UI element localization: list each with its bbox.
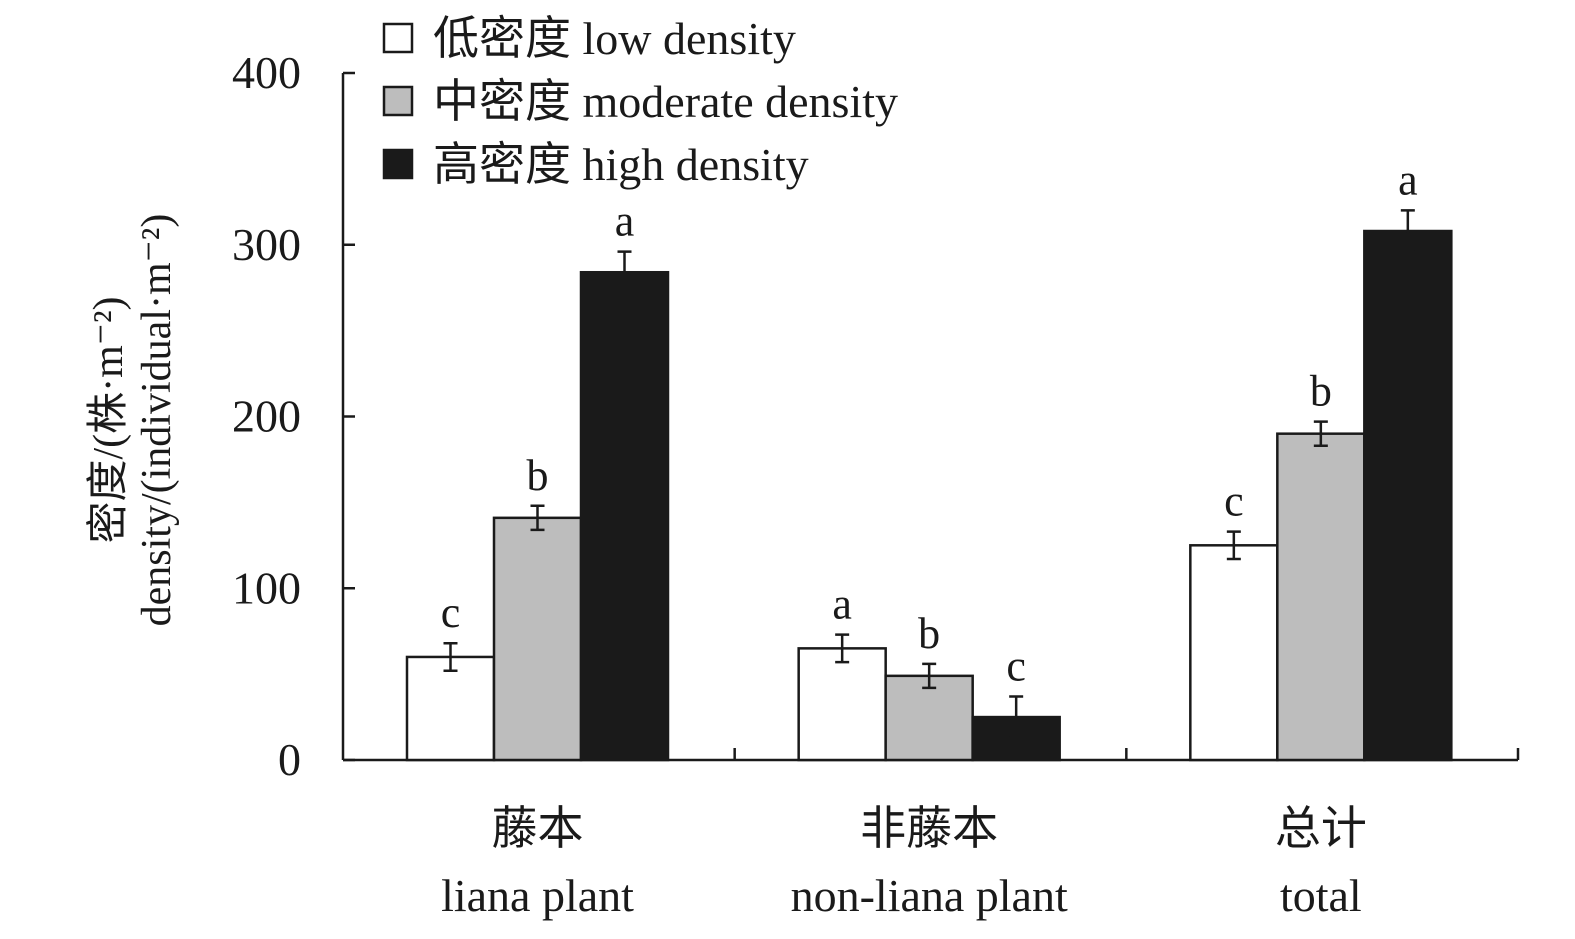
error-bars	[443, 209, 1415, 739]
y-axis-title-cn: 密度/(株·m⁻²)	[85, 296, 132, 543]
bar	[579, 270, 670, 762]
x-category-label-cn: 非藤本	[860, 803, 998, 854]
legend: 低密度 low density 中密度 moderate density 高密度 h…	[382, 13, 898, 190]
y-tick-label: 300	[232, 219, 301, 270]
significance-label: c	[1224, 477, 1244, 526]
y-tick-label: 100	[232, 562, 301, 613]
legend-swatch	[382, 85, 414, 117]
legend-label: 高密度 high density	[433, 139, 809, 190]
error-bar	[1009, 695, 1024, 739]
error-bar	[443, 641, 458, 672]
x-axis-categories: 藤本 liana plant 非藤本 non-liana plant 总计 total	[441, 803, 1367, 921]
y-tick-label: 400	[232, 47, 301, 98]
bar	[492, 516, 583, 762]
legend-swatch	[382, 148, 414, 180]
significance-label: b	[918, 609, 940, 658]
bar	[405, 655, 496, 762]
y-axis-title-en: density/(individual·m⁻²)	[134, 214, 180, 627]
legend-label: 中密度 moderate density	[433, 76, 898, 127]
significance-labels: c b a a b c c b a	[441, 155, 1418, 690]
x-category-label-cn: 总计	[1275, 803, 1367, 854]
significance-label: c	[1006, 641, 1026, 690]
significance-label: a	[832, 580, 852, 629]
x-category-label-en: non-liana plant	[791, 870, 1068, 921]
bar	[797, 647, 887, 762]
legend-label: 低密度 low density	[433, 13, 796, 64]
legend-swatch	[382, 22, 414, 54]
y-tick-label: 0	[278, 734, 301, 785]
error-bar	[617, 250, 632, 295]
error-bar	[530, 504, 545, 532]
bar	[1363, 229, 1453, 762]
x-category-label-cn: 藤本	[492, 803, 584, 854]
bar	[884, 674, 974, 762]
significance-label: a	[1398, 155, 1418, 204]
significance-label: c	[441, 588, 461, 637]
significance-label: b	[527, 451, 549, 500]
x-category-label-en: liana plant	[441, 870, 634, 921]
y-tick-label: 200	[232, 391, 301, 442]
bar	[1189, 544, 1279, 762]
error-bar	[835, 633, 850, 664]
error-bar	[922, 662, 937, 690]
y-axis-title: 密度/(株·m⁻²) density/(individual·m⁻²)	[85, 214, 180, 627]
error-bar	[1400, 209, 1415, 253]
bars	[405, 229, 1453, 762]
y-axis-ticks: 0 100 200 300 400	[232, 47, 355, 785]
x-category-label-en: total	[1280, 870, 1362, 921]
significance-label: a	[615, 197, 635, 246]
error-bar	[1226, 530, 1241, 561]
error-bar	[1313, 420, 1328, 447]
significance-label: b	[1310, 367, 1332, 416]
bar	[1276, 432, 1366, 762]
